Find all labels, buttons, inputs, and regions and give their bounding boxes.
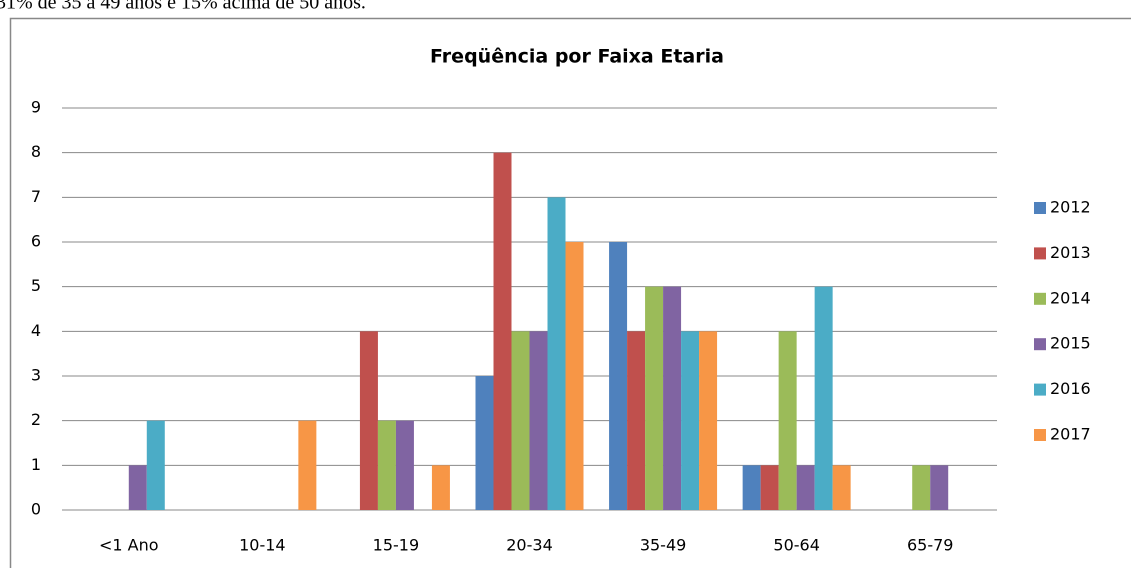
bar [530, 331, 548, 510]
bar [432, 465, 450, 510]
legend-label: 2015 [1050, 334, 1091, 353]
y-tick-label: 6 [31, 232, 41, 251]
y-tick-label: 9 [31, 98, 41, 117]
x-tick-label: 20-34 [506, 536, 553, 555]
legend-label: 2012 [1050, 198, 1091, 217]
bar [378, 421, 396, 510]
y-tick-label: 4 [31, 321, 41, 340]
x-tick-label: 15-19 [373, 536, 420, 555]
legend-swatch [1034, 293, 1046, 305]
y-tick-label: 0 [31, 500, 41, 519]
bar [494, 153, 512, 510]
bar [779, 331, 797, 510]
bar [129, 465, 147, 510]
y-tick-label: 1 [31, 455, 41, 474]
bar [797, 465, 815, 510]
bar [699, 331, 717, 510]
bar [912, 465, 930, 510]
bar [681, 331, 699, 510]
bar [396, 421, 414, 510]
legend-label: 2017 [1050, 425, 1091, 444]
y-tick-label: 7 [31, 187, 41, 206]
bar [566, 242, 584, 510]
y-tick-label: 5 [31, 276, 41, 295]
bar [627, 331, 645, 510]
bar [761, 465, 779, 510]
x-tick-label: 35-49 [640, 536, 687, 555]
x-tick-label: 10-14 [239, 536, 286, 555]
legend-swatch [1034, 202, 1046, 214]
bar [930, 465, 948, 510]
bar [645, 287, 663, 510]
y-tick-label: 3 [31, 366, 41, 385]
legend-label: 2014 [1050, 288, 1091, 307]
bar [609, 242, 627, 510]
legend-swatch [1034, 338, 1046, 350]
x-tick-label: <1 Ano [99, 536, 159, 555]
legend-swatch [1034, 429, 1046, 441]
bar [360, 331, 378, 510]
x-tick-label: 65-79 [907, 536, 954, 555]
bar [512, 331, 530, 510]
bar [298, 421, 316, 510]
y-tick-label: 8 [31, 142, 41, 161]
bar [743, 465, 761, 510]
bar [815, 287, 833, 510]
y-tick-label: 2 [31, 410, 41, 429]
bar [833, 465, 851, 510]
legend-label: 2016 [1050, 379, 1091, 398]
bar [147, 421, 165, 510]
chart-title: Freqüência por Faixa Etaria [430, 46, 724, 68]
legend-swatch [1034, 247, 1046, 259]
legend-label: 2013 [1050, 243, 1091, 262]
document-text: 31% de 35 a 49 anos e 15% acima de 50 an… [0, 0, 366, 14]
legend-swatch [1034, 384, 1046, 396]
bar [548, 197, 566, 510]
x-tick-label: 50-64 [773, 536, 820, 555]
bar [476, 376, 494, 510]
bar [663, 287, 681, 510]
